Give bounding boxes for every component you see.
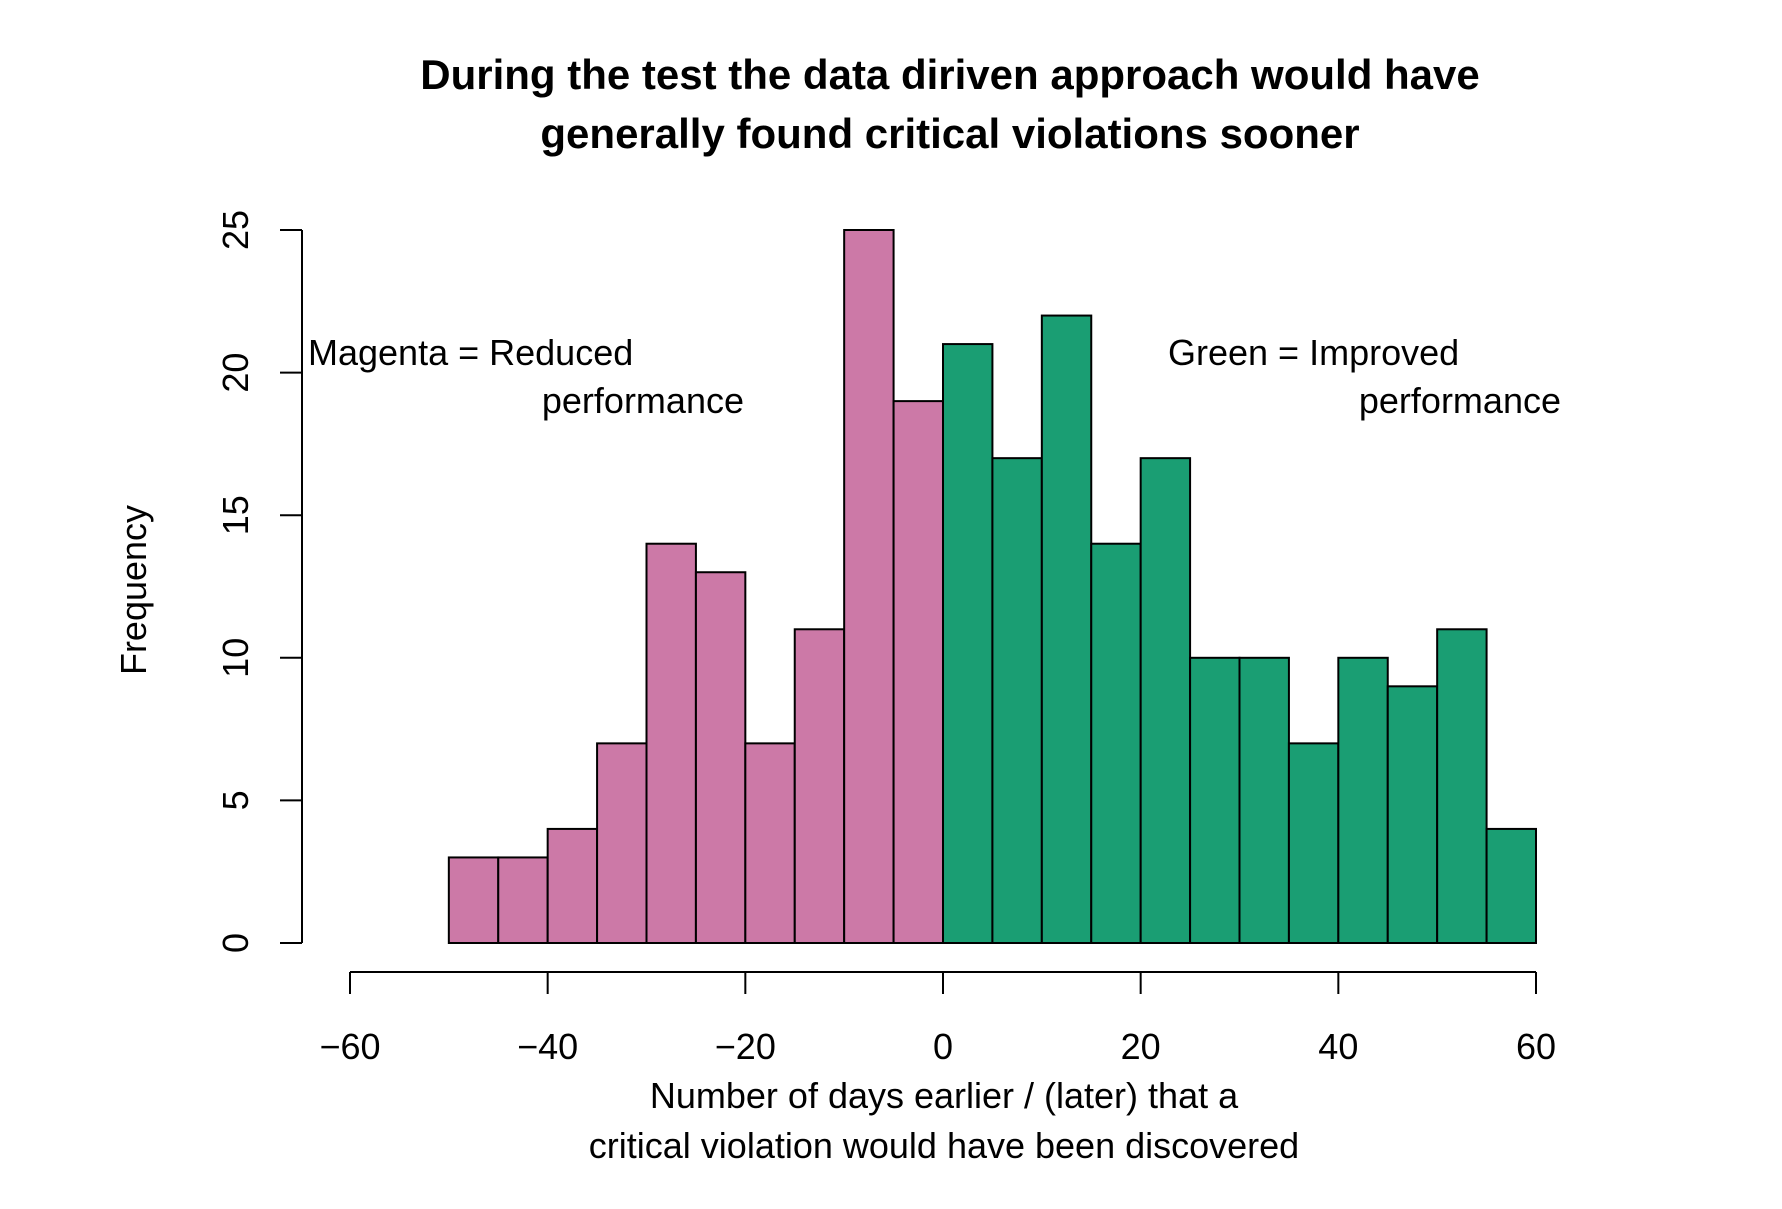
annotation-reduced-line-1: Magenta = Reduced bbox=[308, 332, 633, 373]
x-tick-label-4: 20 bbox=[1121, 1026, 1161, 1067]
histogram-bar-6 bbox=[744, 742, 796, 944]
y-tick-label-5: 25 bbox=[215, 210, 256, 250]
chart-title-line-2: generally found critical violations soon… bbox=[540, 110, 1359, 157]
histogram-bar-14 bbox=[1139, 457, 1192, 944]
histogram-bar-13 bbox=[1090, 542, 1142, 944]
histogram-bar-2 bbox=[546, 827, 599, 944]
y-axis-label: Frequency bbox=[113, 505, 154, 675]
x-tick-label-0: −60 bbox=[319, 1026, 380, 1067]
annotation-improved-line-2: performance bbox=[1359, 380, 1561, 421]
y-tick-label-1: 5 bbox=[215, 790, 256, 810]
x-axis: −60 −40 −20 0 20 40 60 bbox=[319, 971, 1556, 1067]
histogram-bar-4 bbox=[645, 542, 697, 944]
annotation-improved-line-1: Green = Improved bbox=[1168, 332, 1459, 373]
histogram-bar-9 bbox=[892, 400, 944, 944]
x-tick-label-2: −20 bbox=[715, 1026, 776, 1067]
histogram-bar-3 bbox=[596, 742, 648, 944]
y-tick-label-0: 0 bbox=[215, 933, 256, 953]
histogram-bar-16 bbox=[1238, 656, 1290, 944]
histogram-bar-15 bbox=[1189, 656, 1241, 944]
histogram-bar-1 bbox=[497, 856, 549, 944]
histogram-bar-10 bbox=[942, 343, 994, 944]
histogram-bar-12 bbox=[1040, 314, 1093, 944]
histogram-bar-19 bbox=[1386, 685, 1439, 944]
x-tick-label-6: 60 bbox=[1516, 1026, 1556, 1067]
x-tick-label-5: 40 bbox=[1318, 1026, 1358, 1067]
chart-title-line-1: During the test the data diriven approac… bbox=[420, 51, 1480, 98]
histogram-bar-18 bbox=[1337, 656, 1389, 944]
histogram-bar-20 bbox=[1436, 628, 1488, 945]
y-axis: 0 5 10 15 20 25 bbox=[215, 210, 303, 953]
x-tick-label-3: 0 bbox=[933, 1026, 953, 1067]
histogram-bar-21 bbox=[1485, 827, 1538, 944]
histogram-bar-8 bbox=[843, 229, 895, 944]
x-axis-label-line-2: critical violation would have been disco… bbox=[589, 1125, 1299, 1166]
histogram-bar-11 bbox=[991, 457, 1043, 944]
y-tick-label-2: 10 bbox=[215, 638, 256, 678]
y-tick-label-4: 20 bbox=[215, 353, 256, 393]
histogram-bar-0 bbox=[447, 856, 500, 944]
x-axis-label-line-1: Number of days earlier / (later) that a bbox=[650, 1075, 1239, 1116]
histogram-bar-7 bbox=[793, 628, 846, 945]
bars-group bbox=[447, 229, 1538, 945]
histogram-bar-5 bbox=[694, 571, 747, 944]
histogram-bar-17 bbox=[1287, 742, 1340, 944]
annotation-reduced-line-2: performance bbox=[542, 380, 744, 421]
x-tick-label-1: −40 bbox=[517, 1026, 578, 1067]
y-tick-label-3: 15 bbox=[215, 495, 256, 535]
